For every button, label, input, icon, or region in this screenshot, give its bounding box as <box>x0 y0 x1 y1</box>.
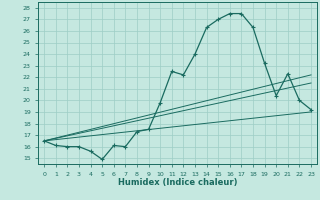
X-axis label: Humidex (Indice chaleur): Humidex (Indice chaleur) <box>118 178 237 187</box>
